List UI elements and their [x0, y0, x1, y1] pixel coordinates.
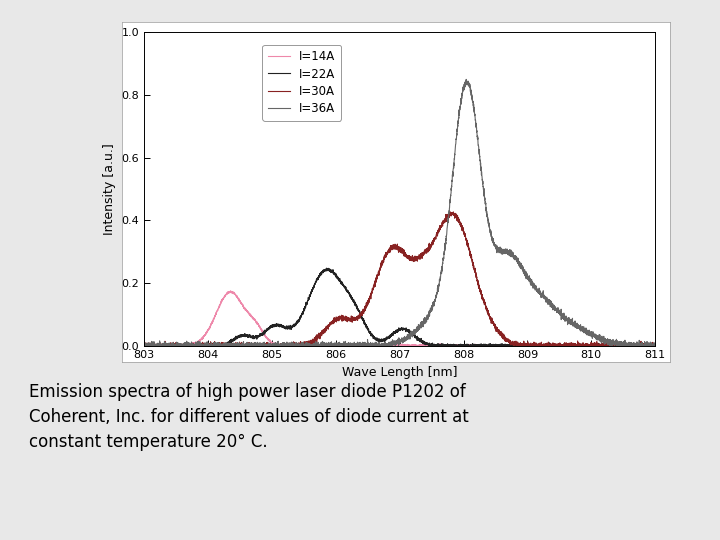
- I=36A: [651, 342, 660, 349]
- I=22A: [233, 334, 241, 341]
- Y-axis label: Intensity [a.u.]: Intensity [a.u.]: [103, 143, 116, 235]
- I=22A: [560, 342, 569, 349]
- I=36A: [560, 312, 569, 319]
- Legend: I=14A, I=22A, I=30A, I=36A: I=14A, I=22A, I=30A, I=36A: [262, 45, 341, 121]
- I=22A: [336, 277, 344, 284]
- I=14A: [336, 342, 344, 348]
- Line: I=22A: I=22A: [144, 268, 655, 346]
- I=30A: [233, 341, 241, 348]
- I=22A: [140, 341, 148, 348]
- I=14A: [140, 342, 148, 349]
- I=30A: [560, 342, 569, 349]
- I=36A: [233, 342, 241, 348]
- I=36A: [335, 340, 343, 346]
- X-axis label: Wave Length [nm]: Wave Length [nm]: [342, 366, 457, 379]
- I=30A: [521, 342, 530, 349]
- I=14A: [233, 294, 241, 300]
- I=14A: [226, 288, 235, 294]
- I=30A: [446, 212, 455, 219]
- I=22A: [472, 342, 481, 349]
- I=22A: [521, 342, 530, 349]
- I=30A: [140, 342, 148, 349]
- I=14A: [446, 342, 455, 349]
- Line: I=14A: I=14A: [144, 291, 655, 346]
- I=14A: [521, 342, 530, 349]
- I=36A: [472, 124, 481, 131]
- I=30A: [446, 208, 454, 214]
- I=30A: [472, 275, 481, 281]
- I=36A: [462, 76, 471, 83]
- I=14A: [560, 342, 569, 348]
- I=30A: [651, 341, 660, 348]
- I=22A: [651, 342, 660, 349]
- Text: Emission spectra of high power laser diode P1202 of
Coherent, Inc. for different: Emission spectra of high power laser dio…: [29, 383, 469, 451]
- I=22A: [446, 341, 455, 348]
- I=14A: [651, 342, 660, 349]
- I=36A: [446, 192, 455, 199]
- I=22A: [140, 342, 148, 349]
- Line: I=36A: I=36A: [144, 79, 655, 346]
- I=14A: [472, 342, 481, 348]
- I=14A: [140, 342, 148, 349]
- Line: I=30A: I=30A: [144, 211, 655, 346]
- I=30A: [335, 314, 343, 321]
- I=22A: [323, 265, 331, 272]
- I=36A: [521, 272, 530, 278]
- I=36A: [140, 342, 148, 349]
